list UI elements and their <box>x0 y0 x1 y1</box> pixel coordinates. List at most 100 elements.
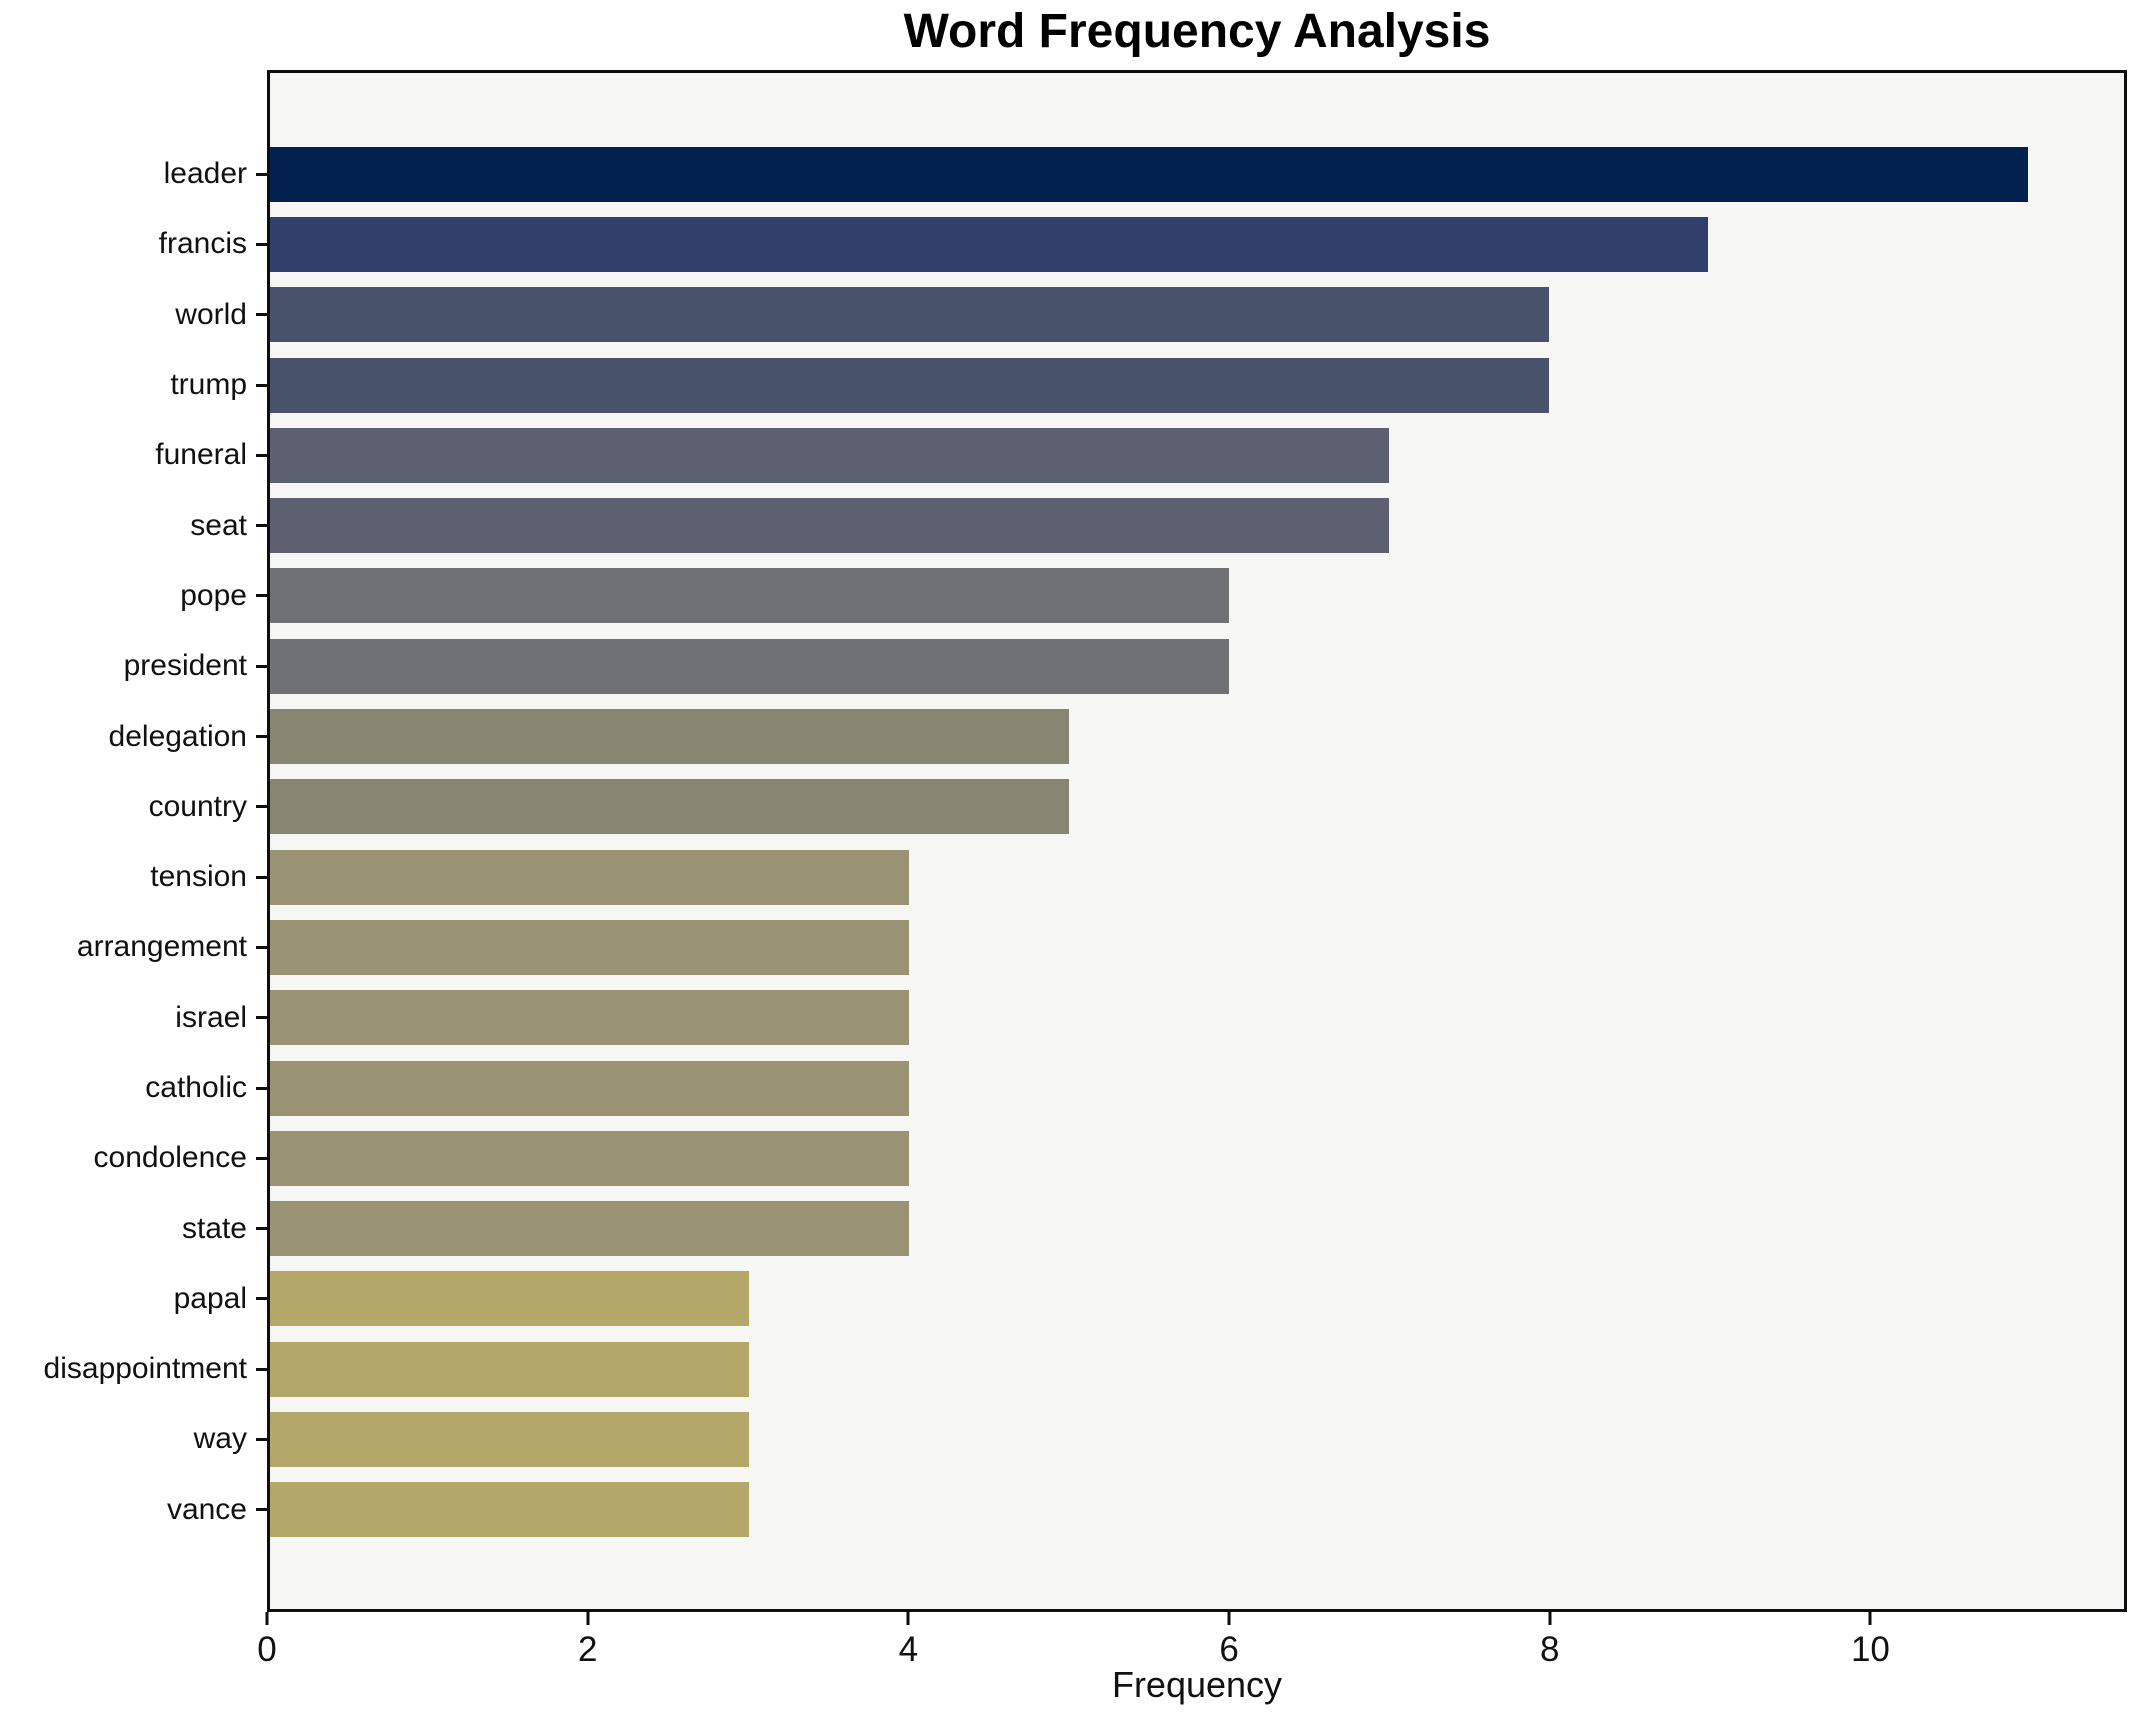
y-tick-mark <box>256 1086 267 1090</box>
y-row: state <box>0 1193 267 1263</box>
y-tick-label-funeral: funeral <box>155 438 247 472</box>
y-tick-mark <box>256 242 267 246</box>
y-tick-mark <box>256 875 267 879</box>
y-row: francis <box>0 209 267 279</box>
x-axis: 0 2 4 6 8 10 <box>257 1612 2127 1712</box>
bar-row <box>270 561 2124 631</box>
bar-israel <box>270 990 910 1046</box>
y-tick-label-world: world <box>175 297 247 331</box>
bar-row <box>270 420 2124 490</box>
bar-funeral <box>270 427 1389 483</box>
y-row: disappointment <box>0 1334 267 1404</box>
bar-row <box>270 1264 2124 1334</box>
y-tick-label-condolence: condolence <box>93 1141 247 1175</box>
y-row: world <box>0 280 267 350</box>
x-axis-label: Frequency <box>1111 1664 1283 1705</box>
y-row: pope <box>0 561 267 631</box>
y-tick-mark <box>256 1227 267 1231</box>
y-tick-label-israel: israel <box>175 1000 247 1034</box>
bar-row <box>270 1334 2124 1404</box>
y-tick-label-country: country <box>148 789 247 823</box>
y-row: papal <box>0 1264 267 1334</box>
x-tick-label-10: 10 <box>1850 1630 1890 1669</box>
y-tick-mark <box>256 1437 267 1441</box>
y-tick-mark <box>256 594 267 598</box>
y-row: trump <box>0 350 267 420</box>
bar-tension <box>270 849 910 905</box>
bar-row <box>270 209 2124 279</box>
y-tick-label-way: way <box>193 1422 247 1456</box>
x-tick-mark <box>586 1612 590 1625</box>
bar-row <box>270 631 2124 701</box>
y-tick-mark <box>256 1367 267 1371</box>
x-tick-label-6: 6 <box>1219 1630 1239 1669</box>
x-tick-label-2: 2 <box>577 1630 598 1669</box>
bar-row <box>270 701 2124 771</box>
y-tick-label-vance: vance <box>166 1492 247 1526</box>
y-tick-mark <box>256 313 267 317</box>
bar-row <box>270 1475 2124 1545</box>
y-row: way <box>0 1404 267 1474</box>
y-row: condolence <box>0 1123 267 1193</box>
y-tick-label-tension: tension <box>150 860 247 894</box>
bar-leader <box>270 146 2029 202</box>
bar-arrangement <box>270 919 910 975</box>
y-row: funeral <box>0 420 267 490</box>
y-tick-mark <box>256 805 267 809</box>
bar-country <box>270 779 1070 835</box>
y-tick-label-francis: francis <box>158 227 247 261</box>
y-row: seat <box>0 490 267 560</box>
y-tick-label-arrangement: arrangement <box>76 930 247 964</box>
y-tick-mark <box>256 735 267 739</box>
y-tick-label-pope: pope <box>180 578 247 612</box>
y-row: arrangement <box>0 912 267 982</box>
x-tick-label-8: 8 <box>1540 1630 1560 1669</box>
x-tick-label-0: 0 <box>257 1630 277 1669</box>
x-tick-mark <box>1548 1612 1552 1625</box>
bar-president <box>270 638 1229 694</box>
y-tick-label-disappointment: disappointment <box>43 1352 247 1386</box>
y-tick-label-seat: seat <box>190 508 247 542</box>
bar-delegation <box>270 709 1070 765</box>
bar-row <box>270 912 2124 982</box>
bar-condolence <box>270 1130 910 1186</box>
y-row: leader <box>0 139 267 209</box>
bar-row <box>270 280 2124 350</box>
y-row: delegation <box>0 701 267 771</box>
x-tick-mark <box>1227 1612 1231 1625</box>
x-tick-mark <box>265 1612 269 1625</box>
bar-row <box>270 1123 2124 1193</box>
y-row: president <box>0 631 267 701</box>
y-row: country <box>0 772 267 842</box>
bar-row <box>270 1053 2124 1123</box>
y-tick-mark <box>256 172 267 176</box>
y-tick-label-trump: trump <box>170 368 247 402</box>
bar-world <box>270 287 1549 343</box>
bar-row <box>270 1404 2124 1474</box>
y-tick-mark <box>256 664 267 668</box>
bar-papal <box>270 1271 750 1327</box>
y-row: catholic <box>0 1053 267 1123</box>
y-tick-mark <box>256 1156 267 1160</box>
bar-seat <box>270 498 1389 554</box>
y-tick-label-leader: leader <box>163 157 247 191</box>
bar-row <box>270 1193 2124 1263</box>
chart-title: Word Frequency Analysis <box>903 5 1491 58</box>
y-tick-mark <box>256 383 267 387</box>
y-tick-label-president: president <box>123 649 247 683</box>
y-tick-mark <box>256 453 267 457</box>
y-tick-mark <box>256 1508 267 1512</box>
y-tick-label-catholic: catholic <box>145 1071 247 1104</box>
x-tick-mark <box>1868 1612 1872 1625</box>
bar-row <box>270 772 2124 842</box>
y-row: israel <box>0 983 267 1053</box>
plot-area <box>267 70 2127 1612</box>
y-tick-mark <box>256 1297 267 1301</box>
bar-state <box>270 1201 910 1257</box>
bar-francis <box>270 216 1709 272</box>
y-tick-mark <box>256 1016 267 1020</box>
y-row: vance <box>0 1475 267 1545</box>
y-tick-label-delegation: delegation <box>108 719 247 753</box>
bar-vance <box>270 1482 750 1538</box>
